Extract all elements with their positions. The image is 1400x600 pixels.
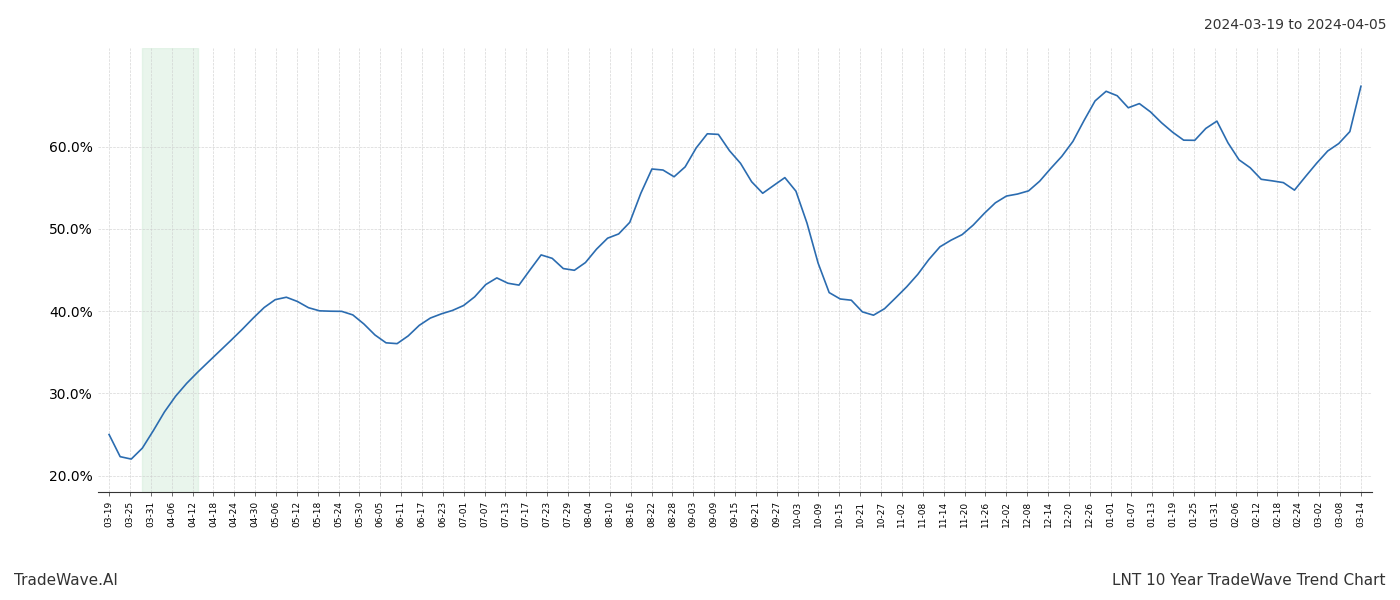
Text: TradeWave.AI: TradeWave.AI [14,573,118,588]
Text: 2024-03-19 to 2024-04-05: 2024-03-19 to 2024-04-05 [1204,18,1386,32]
Bar [143,48,197,492]
Text: LNT 10 Year TradeWave Trend Chart: LNT 10 Year TradeWave Trend Chart [1113,573,1386,588]
